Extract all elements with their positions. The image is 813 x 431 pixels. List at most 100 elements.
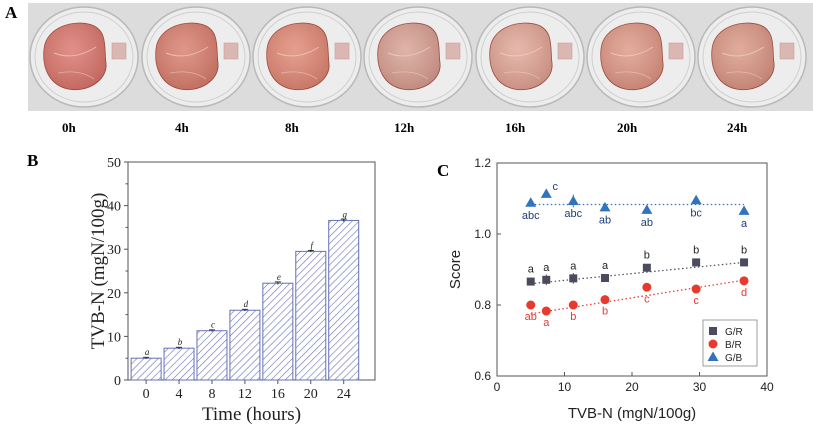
bar-24h — [328, 219, 360, 381]
sample-plate-16h — [475, 6, 585, 108]
meat-marbling — [725, 71, 763, 80]
significance-letter: a — [543, 262, 550, 274]
significance-letter: ab — [525, 311, 537, 323]
legend-label: B/R — [725, 340, 742, 351]
bar-16h — [262, 282, 294, 381]
sample-plate-20h — [586, 6, 696, 108]
meat-marbling — [721, 46, 765, 57]
meat-marbling — [391, 71, 429, 80]
x-tick-label: 12 — [238, 387, 252, 402]
bar-12h — [229, 309, 261, 381]
significance-letter: b — [644, 250, 650, 262]
x-tick-label: 4 — [176, 387, 183, 402]
significance-letter: a — [528, 264, 535, 276]
data-point-square — [692, 258, 701, 267]
data-point-triangle — [738, 205, 750, 215]
x-tick-label: 10 — [558, 380, 572, 394]
data-point-circle — [600, 295, 610, 305]
time-label-4h: 4h — [175, 120, 190, 135]
x-tick-label: 24 — [337, 387, 351, 402]
data-point-triangle — [599, 201, 611, 212]
bar-20h — [295, 250, 327, 381]
data-point-circle — [642, 282, 652, 292]
indicator-film — [223, 42, 239, 60]
meat-shading — [266, 23, 330, 90]
y-tick-label: 30 — [107, 243, 121, 258]
time-label-20h: 20h — [617, 120, 638, 135]
x-tick-label: 40 — [760, 380, 774, 394]
significance-letter: c — [693, 295, 699, 307]
significance-letter: ab — [599, 214, 611, 226]
y-tick-label: 1.0 — [474, 227, 491, 241]
indicator-film — [334, 42, 350, 60]
time-label-16h: 16h — [505, 120, 526, 135]
meat-marbling — [614, 71, 652, 80]
sample-plate-8h — [252, 6, 362, 108]
panel-c-letter: C — [437, 161, 449, 180]
data-point-circle — [568, 300, 578, 310]
x-tick-label: 16 — [271, 387, 285, 402]
sample-plate-0h — [29, 6, 139, 108]
y-axis-label: Score — [447, 250, 464, 289]
petri-dish-rim — [257, 11, 357, 103]
time-label-24h: 24h — [727, 120, 748, 135]
meat-marbling — [499, 46, 543, 57]
chart-b-tvbn-bars: 0 10 20 30 40 50 a 0 b 4 c 8 d 12 e 16 f 20 g 24 Time (hours… — [88, 156, 376, 425]
meat-shading — [43, 23, 107, 90]
significance-letter: b — [741, 244, 747, 256]
legend-label: G/B — [725, 353, 743, 364]
time-label-12h: 12h — [394, 120, 415, 135]
data-point-triangle — [567, 195, 579, 205]
significance-letter: abc — [564, 208, 582, 220]
meat-shading — [489, 23, 553, 90]
meat-marbling — [276, 46, 320, 57]
sample-plates — [29, 6, 807, 108]
significance-letter: b — [602, 306, 608, 318]
significance-letter: a — [602, 260, 609, 272]
y-tick-label: 10 — [107, 330, 121, 345]
data-point-circle — [526, 300, 536, 310]
legend-marker — [707, 351, 719, 361]
x-tick-label: 0 — [143, 387, 150, 402]
meat-marbling — [53, 46, 97, 57]
significance-letter: b — [570, 311, 576, 323]
data-point-square — [569, 274, 578, 283]
data-point-square — [526, 277, 535, 286]
trend-line — [530, 261, 745, 285]
meat-marbling — [165, 46, 209, 57]
trend-line — [530, 279, 745, 315]
data-point-circle — [691, 284, 701, 294]
meat-shading — [711, 23, 775, 90]
meat-marbling — [610, 46, 654, 57]
bar-0h — [130, 357, 162, 381]
significance-letter: abc — [522, 210, 540, 222]
significance-letter: a — [570, 260, 577, 272]
data-point-square — [740, 258, 749, 267]
y-tick-label: 0 — [114, 374, 121, 389]
meat-marbling — [387, 46, 431, 57]
time-label-8h: 8h — [285, 120, 300, 135]
x-axis-label: Time (hours) — [202, 404, 301, 425]
significance-letter: a — [543, 317, 550, 329]
data-point-square — [542, 275, 551, 284]
meat-shading — [377, 23, 441, 90]
data-point-square — [601, 274, 609, 283]
petri-dish-rim — [34, 11, 134, 103]
y-tick-label: 50 — [107, 156, 121, 171]
meat-marbling — [57, 71, 95, 80]
significance-letter: a — [145, 347, 150, 357]
significance-letter: c — [553, 181, 559, 193]
meat-marbling — [280, 71, 318, 80]
y-tick-label: 0.8 — [474, 298, 491, 312]
significance-letter: d — [244, 299, 249, 309]
y-tick-label: 20 — [107, 287, 121, 302]
data-point-triangle — [525, 197, 537, 207]
significance-letter: g — [342, 209, 347, 219]
panel-a-letter: A — [5, 3, 18, 22]
x-axis-label: TVB-N (mgN/100g) — [568, 405, 696, 422]
series-g-r: a a a ab b b — [526, 244, 749, 286]
data-point-triangle — [690, 194, 702, 205]
meat-shading — [155, 23, 219, 90]
